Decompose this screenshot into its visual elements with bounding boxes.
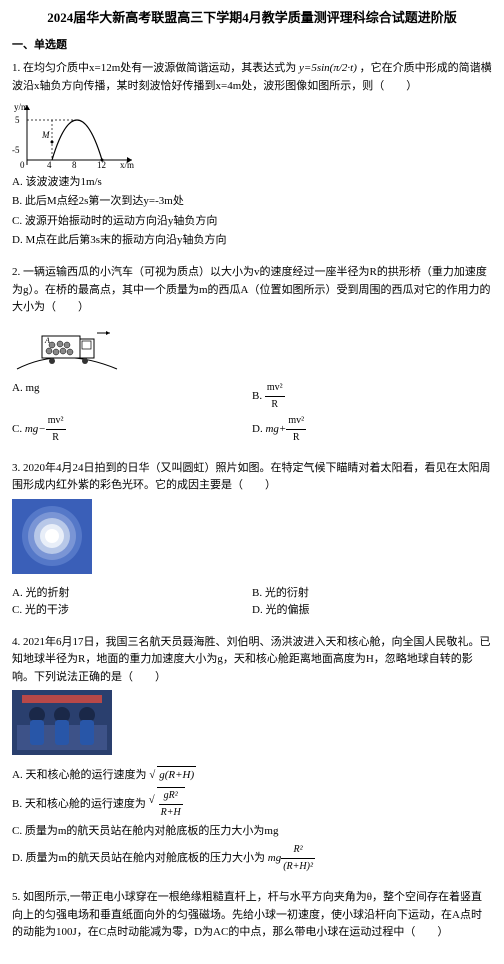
q1-stem: 1. 在均匀介质中x=12m处有一波源做简谐运动，其表达式为 y=5sin(π/… [12, 60, 492, 95]
q4-options: A. 天和核心舱的运行速度为 √g(R+H) B. 天和核心舱的运行速度为 √g… [12, 766, 492, 875]
truck-graph: A [12, 321, 122, 376]
question-4: 4. 2021年6月17日，我国三名航天员聂海胜、刘伯明、汤洪波进入天和核心舱，… [12, 634, 492, 876]
page-title: 2024届华大新高考联盟高三下学期4月教学质量测评理科综合试题进阶版 [12, 8, 492, 29]
q1-opt-c: C. 波源开始振动时的运动方向沿y轴负方向 [12, 213, 492, 231]
q2-opt-a: A. mg [12, 380, 252, 413]
q3-options: A. 光的折射 B. 光的衍射 C. 光的干涉 D. 光的偏振 [12, 585, 492, 620]
q2-opt-b: B. mv²R [252, 380, 492, 413]
halo-image [12, 499, 92, 574]
svg-text:4: 4 [47, 160, 52, 170]
section-heading: 一、单选题 [12, 37, 492, 55]
wave-graph: y/m x/m 5 -5 0 4 8 12 M [12, 100, 142, 170]
q1-opt-b: B. 此后M点经2s第一次到达y=-3m处 [12, 193, 492, 211]
q3-stem: 3. 2020年4月24日拍到的日华（又叫圆虹）照片如图。在特定气候下瞄睛对着太… [12, 460, 492, 495]
svg-text:12: 12 [97, 160, 106, 170]
q2-opt-d: D. mg+mv²R [252, 413, 492, 446]
q2-options: A. mg B. mv²R C. mg−mv²R D. mg+mv²R [12, 380, 492, 446]
astronaut-image [12, 690, 112, 755]
q2-stem: 2. 一辆运输西瓜的小汽车（可视为质点）以大小为v的速度经过一座半径为R的拱形桥… [12, 264, 492, 317]
q1-figure: y/m x/m 5 -5 0 4 8 12 M [12, 100, 492, 170]
q1-formula: y=5sin(π/2·t) [299, 62, 357, 74]
q4-stem: 4. 2021年6月17日，我国三名航天员聂海胜、刘伯明、汤洪波进入天和核心舱，… [12, 634, 492, 687]
q3-opt-c: C. 光的干涉 [12, 602, 252, 620]
q2-opt-c: C. mg−mv²R [12, 413, 252, 446]
q4-opt-a: A. 天和核心舱的运行速度为 √g(R+H) [12, 766, 492, 785]
q3-opt-d: D. 光的偏振 [252, 602, 492, 620]
q4-opt-c: C. 质量为m的航天员站在舱内对舱底板的压力大小为mg [12, 823, 492, 841]
svg-text:M: M [41, 130, 50, 140]
q2-figure: A [12, 321, 492, 376]
q3-opt-b: B. 光的衍射 [252, 585, 492, 603]
svg-text:8: 8 [72, 160, 77, 170]
question-1: 1. 在均匀介质中x=12m处有一波源做简谐运动，其表达式为 y=5sin(π/… [12, 60, 492, 250]
y-label: y/m [14, 102, 28, 112]
q5-stem: 5. 如图所示,一带正电小球穿在一根绝缘粗糙直杆上，杆与水平方向夹角为θ，整个空… [12, 889, 492, 942]
q4-figure [12, 690, 492, 762]
x-label: x/m [120, 160, 134, 170]
q1-options: A. 该波波速为1m/s B. 此后M点经2s第一次到达y=-3m处 C. 波源… [12, 174, 492, 250]
q1-text-a: 1. 在均匀介质中x=12m处有一波源做简谐运动，其表达式为 [12, 62, 296, 74]
q4-opt-b: B. 天和核心舱的运行速度为 √gR²R+H [12, 787, 492, 821]
svg-text:0: 0 [20, 160, 25, 170]
question-3: 3. 2020年4月24日拍到的日华（又叫圆虹）照片如图。在特定气候下瞄睛对着太… [12, 460, 492, 620]
question-2: 2. 一辆运输西瓜的小汽车（可视为质点）以大小为v的速度经过一座半径为R的拱形桥… [12, 264, 492, 446]
q3-opt-a: A. 光的折射 [12, 585, 252, 603]
q4-opt-d: D. 质量为m的航天员站在舱内对舱底板的压力大小为 mgR²(R+H)² [12, 842, 492, 875]
question-5: 5. 如图所示,一带正电小球穿在一根绝缘粗糙直杆上，杆与水平方向夹角为θ，整个空… [12, 889, 492, 942]
q1-opt-a: A. 该波波速为1m/s [12, 174, 492, 192]
svg-text:-5: -5 [12, 145, 20, 155]
svg-text:5: 5 [15, 115, 20, 125]
svg-text:A: A [44, 336, 50, 345]
q1-opt-d: D. M点在此后第3s末的振动方向沿y轴负方向 [12, 232, 492, 250]
q3-figure [12, 499, 492, 581]
